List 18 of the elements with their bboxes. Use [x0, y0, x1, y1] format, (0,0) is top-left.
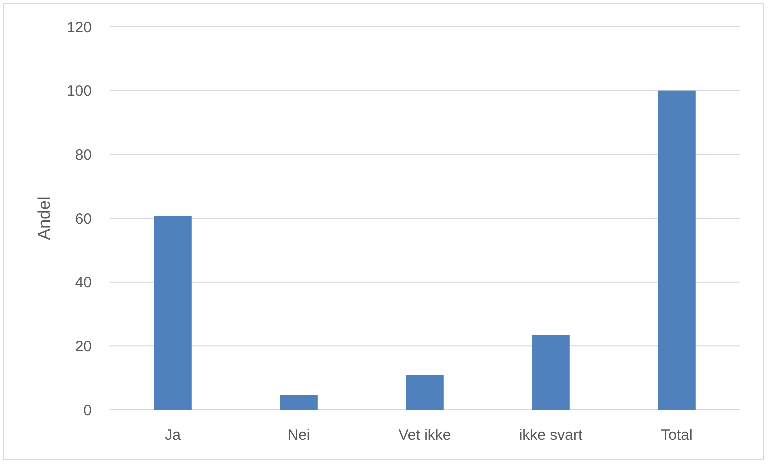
y-tick-label: 0	[84, 402, 92, 420]
bar	[532, 335, 570, 410]
y-tick-label: 120	[66, 19, 92, 36]
y-tick-label: 100	[66, 83, 92, 100]
y-tick-label: 60	[75, 210, 92, 228]
y-tick-label: 40	[75, 274, 92, 292]
x-tick-label: ikke svart	[519, 427, 584, 444]
bar	[658, 90, 696, 410]
x-tick-label: Nei	[288, 427, 310, 444]
bar	[154, 216, 192, 410]
y-tick-label: 20	[75, 338, 92, 356]
x-tick-label: Ja	[165, 427, 182, 444]
x-tick-label: Total	[661, 427, 693, 444]
x-tick-label: Vet ikke	[398, 427, 452, 444]
y-axis-title: Andel	[35, 196, 54, 240]
y-tick-label: 80	[75, 146, 92, 164]
bar	[280, 395, 318, 410]
bar	[406, 375, 444, 410]
